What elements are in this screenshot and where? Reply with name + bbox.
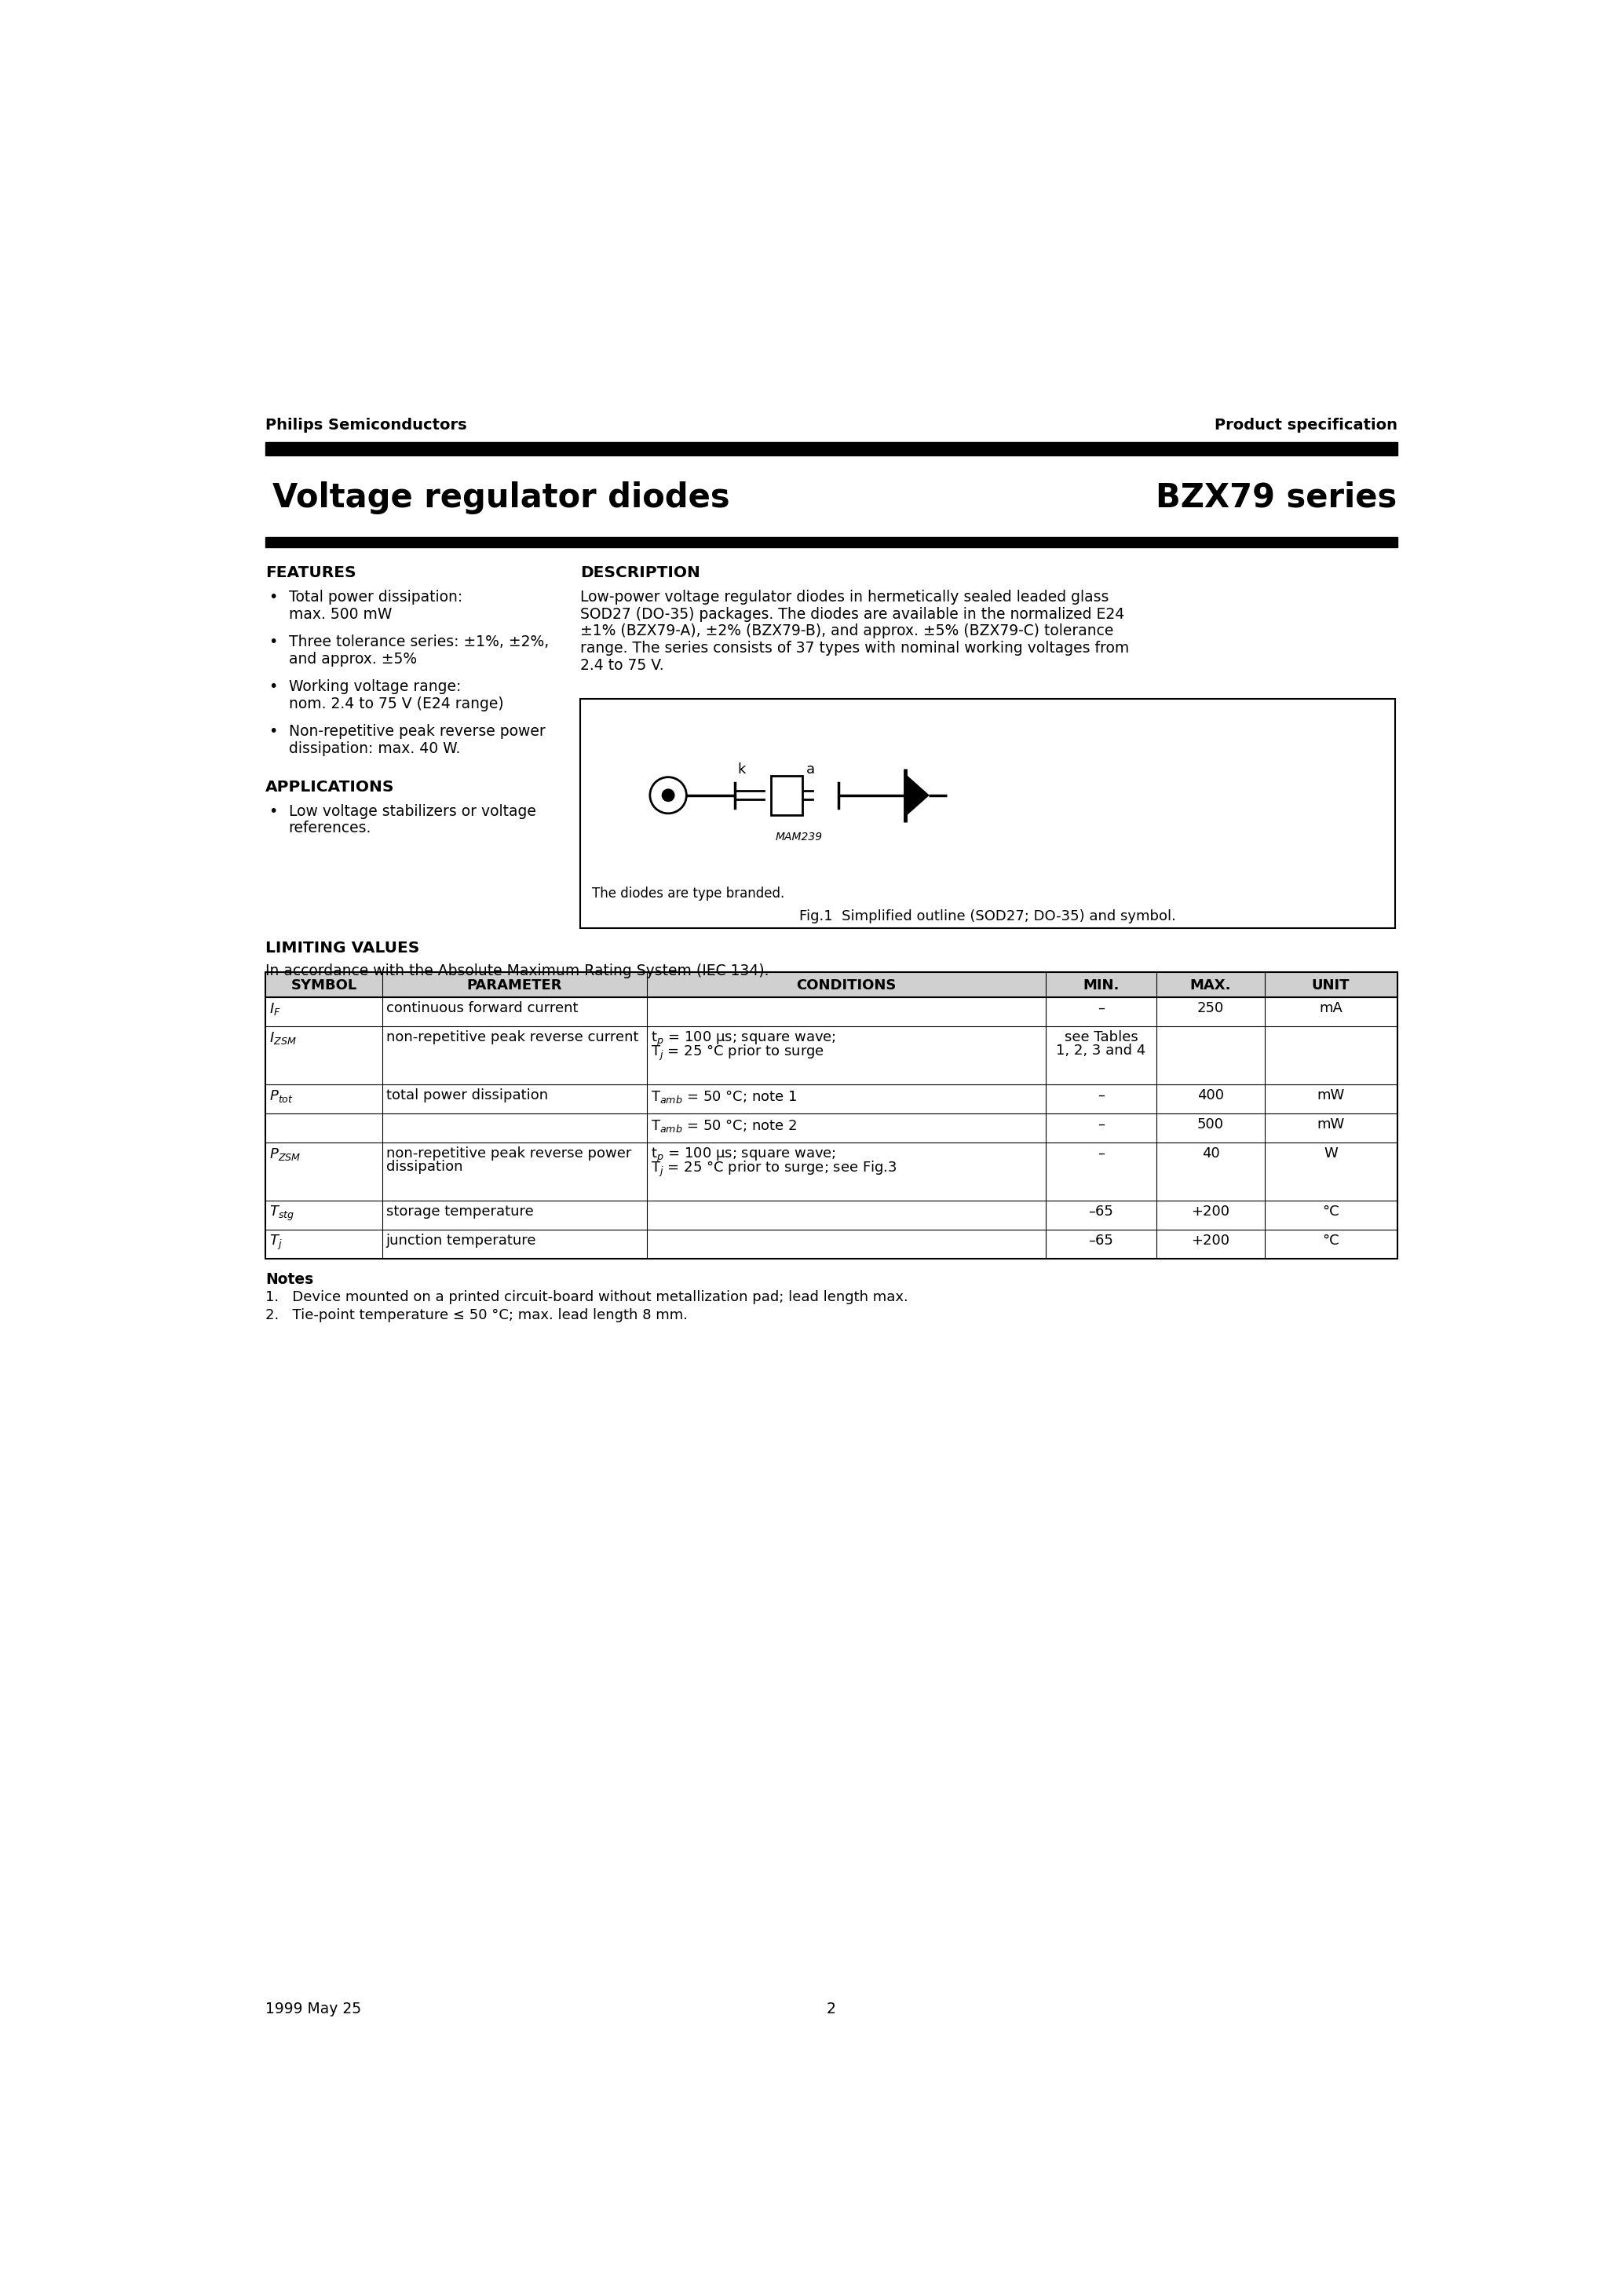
Text: 2.   Tie-point temperature ≤ 50 °C; max. lead length 8 mm.: 2. Tie-point temperature ≤ 50 °C; max. l…	[266, 1309, 688, 1322]
Text: T$_j$ = 25 °C prior to surge: T$_j$ = 25 °C prior to surge	[650, 1042, 824, 1063]
Text: Non-repetitive peak reverse power: Non-repetitive peak reverse power	[289, 723, 545, 739]
Text: •: •	[269, 723, 277, 739]
Text: MAX.: MAX.	[1191, 978, 1231, 992]
Text: –: –	[1098, 1146, 1105, 1159]
Text: I$_{ZSM}$: I$_{ZSM}$	[269, 1031, 297, 1045]
Text: –: –	[1098, 1118, 1105, 1132]
Text: –: –	[1098, 1088, 1105, 1102]
Text: PARAMETER: PARAMETER	[467, 978, 563, 992]
Text: APPLICATIONS: APPLICATIONS	[266, 781, 394, 794]
Text: T$_j$: T$_j$	[269, 1233, 282, 1251]
Text: non-repetitive peak reverse current: non-repetitive peak reverse current	[386, 1031, 639, 1045]
Bar	[266, 971, 1397, 1258]
Text: Low-power voltage regulator diodes in hermetically sealed leaded glass: Low-power voltage regulator diodes in he…	[581, 590, 1109, 604]
Text: °C: °C	[1322, 1203, 1340, 1219]
Text: range. The series consists of 37 types with nominal working voltages from: range. The series consists of 37 types w…	[581, 641, 1129, 657]
Text: 1.   Device mounted on a printed circuit-board without metallization pad; lead l: 1. Device mounted on a printed circuit-b…	[266, 1290, 908, 1304]
Text: T$_{amb}$ = 50 °C; note 1: T$_{amb}$ = 50 °C; note 1	[650, 1088, 796, 1104]
Text: P$_{tot}$: P$_{tot}$	[269, 1088, 294, 1104]
Text: 2: 2	[827, 2002, 835, 2016]
Text: 40: 40	[1202, 1146, 1220, 1159]
Text: Product specification: Product specification	[1215, 418, 1397, 432]
Text: a: a	[806, 762, 814, 776]
Text: Philips Semiconductors: Philips Semiconductors	[266, 418, 467, 432]
Text: ±1% (BZX79-A), ±2% (BZX79-B), and approx. ±5% (BZX79-C) tolerance: ±1% (BZX79-A), ±2% (BZX79-B), and approx…	[581, 625, 1113, 638]
Text: dissipation: max. 40 W.: dissipation: max. 40 W.	[289, 742, 461, 755]
Text: references.: references.	[289, 822, 371, 836]
Text: 1999 May 25: 1999 May 25	[266, 2002, 362, 2016]
Text: and approx. ±5%: and approx. ±5%	[289, 652, 417, 666]
Text: The diodes are type branded.: The diodes are type branded.	[592, 886, 785, 900]
Text: I$_F$: I$_F$	[269, 1001, 281, 1017]
Polygon shape	[905, 774, 929, 815]
Text: SYMBOL: SYMBOL	[290, 978, 357, 992]
Text: BZX79 series: BZX79 series	[1156, 482, 1397, 514]
Text: k: k	[738, 762, 746, 776]
Bar	[266, 537, 1397, 549]
Text: max. 500 mW: max. 500 mW	[289, 606, 391, 622]
Text: 2.4 to 75 V.: 2.4 to 75 V.	[581, 657, 663, 673]
Text: MIN.: MIN.	[1083, 978, 1119, 992]
Text: –: –	[1098, 1001, 1105, 1015]
Text: °C: °C	[1322, 1233, 1340, 1247]
Text: FEATURES: FEATURES	[266, 565, 357, 581]
Text: 500: 500	[1197, 1118, 1225, 1132]
Text: total power dissipation: total power dissipation	[386, 1088, 548, 1102]
Text: storage temperature: storage temperature	[386, 1203, 534, 1219]
Text: junction temperature: junction temperature	[386, 1233, 537, 1247]
Text: Total power dissipation:: Total power dissipation:	[289, 590, 462, 604]
Text: continuous forward current: continuous forward current	[386, 1001, 577, 1015]
Text: MAM239: MAM239	[775, 831, 822, 843]
Text: Working voltage range:: Working voltage range:	[289, 680, 461, 693]
Text: nom. 2.4 to 75 V (E24 range): nom. 2.4 to 75 V (E24 range)	[289, 696, 503, 712]
Text: T$_{amb}$ = 50 °C; note 2: T$_{amb}$ = 50 °C; note 2	[650, 1118, 796, 1134]
Text: SOD27 (DO-35) packages. The diodes are available in the normalized E24: SOD27 (DO-35) packages. The diodes are a…	[581, 606, 1124, 622]
Text: +200: +200	[1192, 1203, 1229, 1219]
Text: •: •	[269, 634, 277, 650]
Text: see Tables: see Tables	[1064, 1031, 1139, 1045]
Text: mA: mA	[1319, 1001, 1343, 1015]
Bar	[772, 776, 803, 815]
Bar	[266, 441, 1397, 455]
Text: 250: 250	[1197, 1001, 1225, 1015]
Circle shape	[650, 776, 686, 813]
Text: •: •	[269, 680, 277, 693]
Text: Fig.1  Simplified outline (SOD27; DO-35) and symbol.: Fig.1 Simplified outline (SOD27; DO-35) …	[800, 909, 1176, 923]
Text: In accordance with the Absolute Maximum Rating System (IEC 134).: In accordance with the Absolute Maximum …	[266, 964, 769, 978]
Text: +200: +200	[1192, 1233, 1229, 1247]
Text: 400: 400	[1197, 1088, 1225, 1102]
Text: LIMITING VALUES: LIMITING VALUES	[266, 941, 420, 955]
Text: W: W	[1324, 1146, 1338, 1159]
Text: T$_j$ = 25 °C prior to surge; see Fig.3: T$_j$ = 25 °C prior to surge; see Fig.3	[650, 1159, 897, 1178]
Text: Three tolerance series: ±1%, ±2%,: Three tolerance series: ±1%, ±2%,	[289, 634, 548, 650]
Text: T$_{stg}$: T$_{stg}$	[269, 1203, 294, 1221]
Bar	[266, 971, 1397, 996]
Text: Voltage regulator diodes: Voltage regulator diodes	[272, 482, 730, 514]
Text: 1, 2, 3 and 4: 1, 2, 3 and 4	[1056, 1042, 1147, 1058]
Circle shape	[662, 790, 675, 801]
Text: dissipation: dissipation	[386, 1159, 462, 1173]
Text: DESCRIPTION: DESCRIPTION	[581, 565, 701, 581]
Text: UNIT: UNIT	[1312, 978, 1350, 992]
Text: Low voltage stabilizers or voltage: Low voltage stabilizers or voltage	[289, 804, 535, 820]
Text: Notes: Notes	[266, 1272, 313, 1286]
Text: t$_p$ = 100 μs; square wave;: t$_p$ = 100 μs; square wave;	[650, 1031, 835, 1049]
Text: t$_p$ = 100 μs; square wave;: t$_p$ = 100 μs; square wave;	[650, 1146, 835, 1164]
Bar	[581, 698, 1395, 928]
Text: –65: –65	[1088, 1203, 1114, 1219]
Text: CONDITIONS: CONDITIONS	[796, 978, 897, 992]
Text: –65: –65	[1088, 1233, 1114, 1247]
Text: •: •	[269, 804, 277, 820]
Text: P$_{ZSM}$: P$_{ZSM}$	[269, 1146, 300, 1162]
Text: mW: mW	[1317, 1118, 1345, 1132]
Text: mW: mW	[1317, 1088, 1345, 1102]
Text: non-repetitive peak reverse power: non-repetitive peak reverse power	[386, 1146, 631, 1159]
Text: •: •	[269, 590, 277, 604]
